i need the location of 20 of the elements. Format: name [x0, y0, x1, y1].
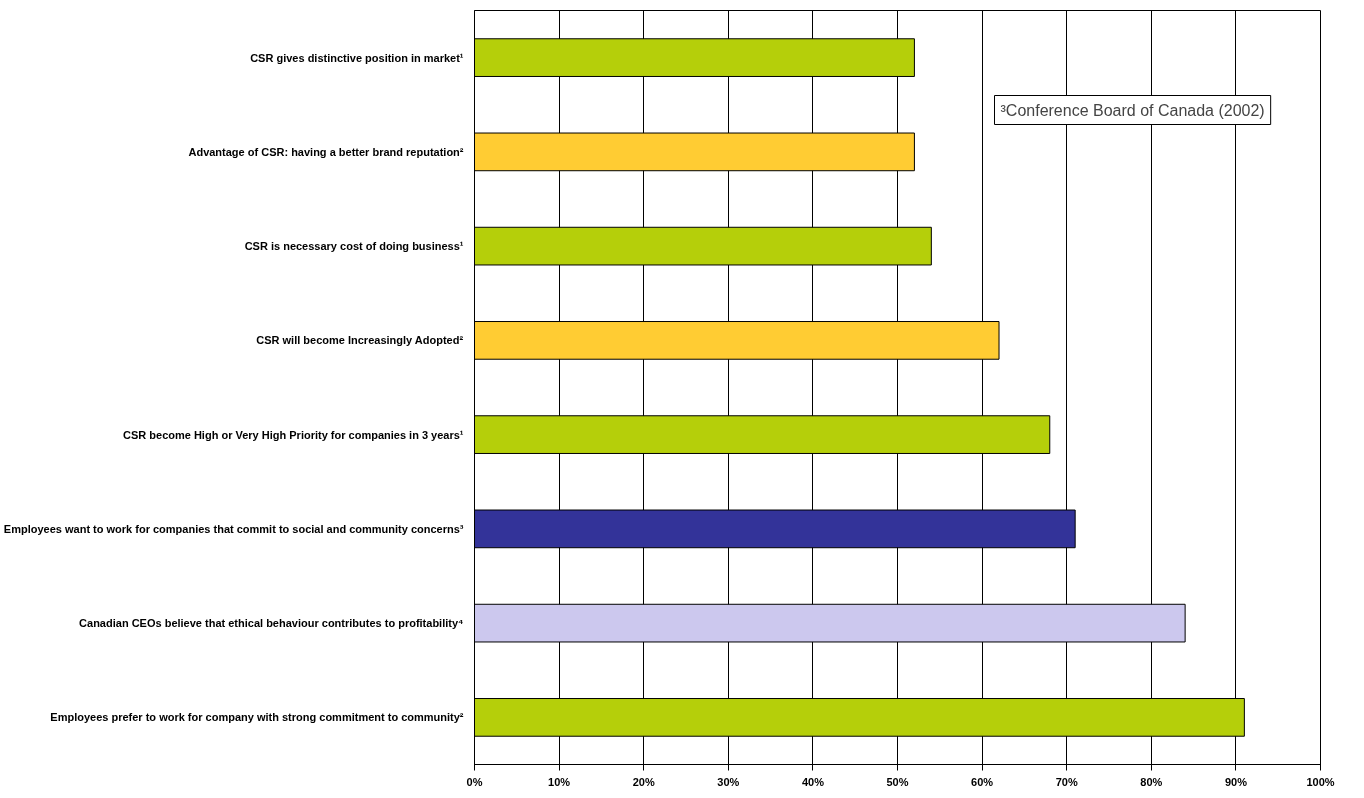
- y-tick-label: CSR gives distinctive position in market¹: [250, 51, 464, 64]
- y-tick-label: Employees prefer to work for company with strong commitment to community²: [50, 711, 464, 724]
- x-tick-label: 80%: [1140, 775, 1163, 788]
- y-tick-label: Canadian CEOs believe that ethical behaviour contributes to profitability⁴: [79, 617, 464, 630]
- x-tick-label: 20%: [632, 775, 655, 788]
- annotation: ³Conference Board of Canada (2002): [1000, 101, 1265, 119]
- x-tick-label: 0%: [466, 775, 483, 788]
- x-tick-label: 40%: [801, 775, 825, 788]
- x-tick-label: 90%: [1224, 775, 1248, 788]
- y-tick-label: Advantage of CSR: having a better brand reputation²: [188, 145, 464, 158]
- x-tick-label: 10%: [548, 775, 571, 788]
- x-tick-label: 70%: [1055, 775, 1078, 788]
- x-tick-label: 60%: [971, 775, 994, 788]
- y-tick-label: Employees want to work for companies that commit to social and community concerns³: [3, 522, 464, 535]
- x-tick-label: 30%: [717, 775, 740, 788]
- x-tick-label: 100%: [1306, 775, 1335, 788]
- y-tick-label: CSR will become Increasingly Adopted²: [256, 334, 464, 347]
- y-tick-label: CSR is necessary cost of doing business¹: [244, 240, 464, 253]
- y-tick-label: CSR become High or Very High Priority for companies in 3 years¹: [123, 428, 464, 441]
- x-tick-label: 50%: [886, 775, 909, 788]
